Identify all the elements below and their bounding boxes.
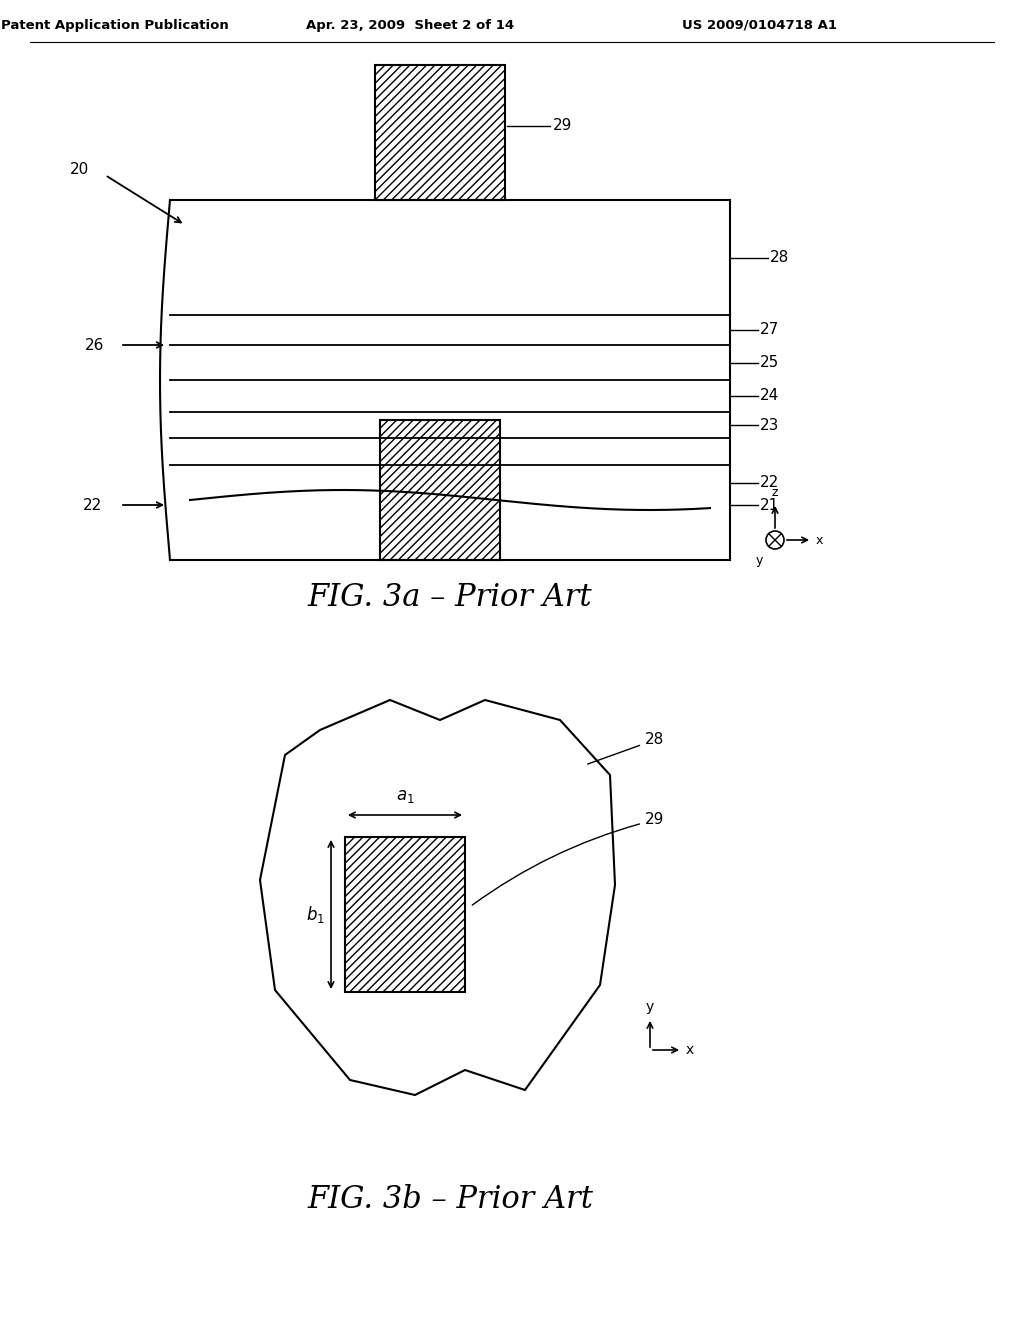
Text: 20: 20: [70, 162, 89, 177]
Text: 22: 22: [83, 498, 102, 512]
Text: 22: 22: [760, 475, 779, 490]
Text: FIG. 3a – Prior Art: FIG. 3a – Prior Art: [307, 582, 592, 614]
Text: z: z: [772, 486, 778, 499]
Text: $b_1$: $b_1$: [306, 904, 325, 925]
Text: x: x: [816, 533, 823, 546]
Text: 21: 21: [760, 498, 779, 512]
Bar: [380, 420, 500, 560]
Text: FIG. 3b – Prior Art: FIG. 3b – Prior Art: [307, 1184, 593, 1216]
Text: y: y: [756, 554, 763, 568]
Text: 23: 23: [760, 417, 779, 433]
Text: Patent Application Publication: Patent Application Publication: [1, 18, 229, 32]
Text: 25: 25: [760, 355, 779, 370]
Text: 24: 24: [760, 388, 779, 404]
Text: 29: 29: [472, 813, 665, 906]
Text: y: y: [646, 1001, 654, 1014]
Text: 29: 29: [553, 119, 572, 133]
Text: 28: 28: [588, 733, 665, 764]
Text: x: x: [686, 1043, 694, 1057]
Text: $a_1$: $a_1$: [395, 787, 415, 805]
Text: 28: 28: [770, 249, 790, 265]
Text: Apr. 23, 2009  Sheet 2 of 14: Apr. 23, 2009 Sheet 2 of 14: [306, 18, 514, 32]
Text: 27: 27: [760, 322, 779, 338]
Bar: [345, 837, 465, 993]
Text: 26: 26: [85, 338, 104, 352]
Bar: [375, 65, 505, 201]
Text: US 2009/0104718 A1: US 2009/0104718 A1: [683, 18, 838, 32]
